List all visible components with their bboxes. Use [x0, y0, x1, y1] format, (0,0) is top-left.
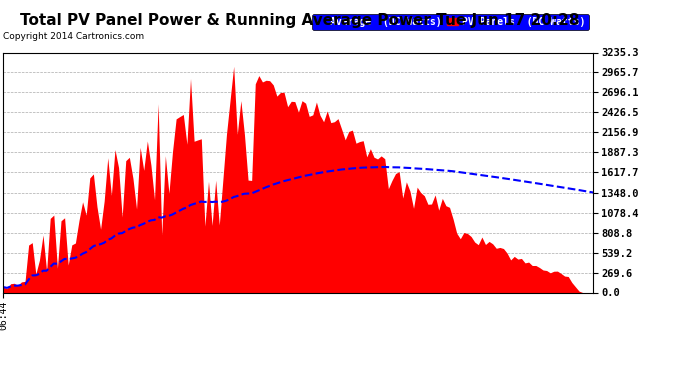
- Text: Copyright 2014 Cartronics.com: Copyright 2014 Cartronics.com: [3, 32, 145, 41]
- Legend: Average  (DC Watts), PV Panels  (DC Watts): Average (DC Watts), PV Panels (DC Watts): [312, 14, 589, 30]
- Text: Total PV Panel Power & Running Average Power Tue Jun 17 20:28: Total PV Panel Power & Running Average P…: [21, 13, 580, 28]
